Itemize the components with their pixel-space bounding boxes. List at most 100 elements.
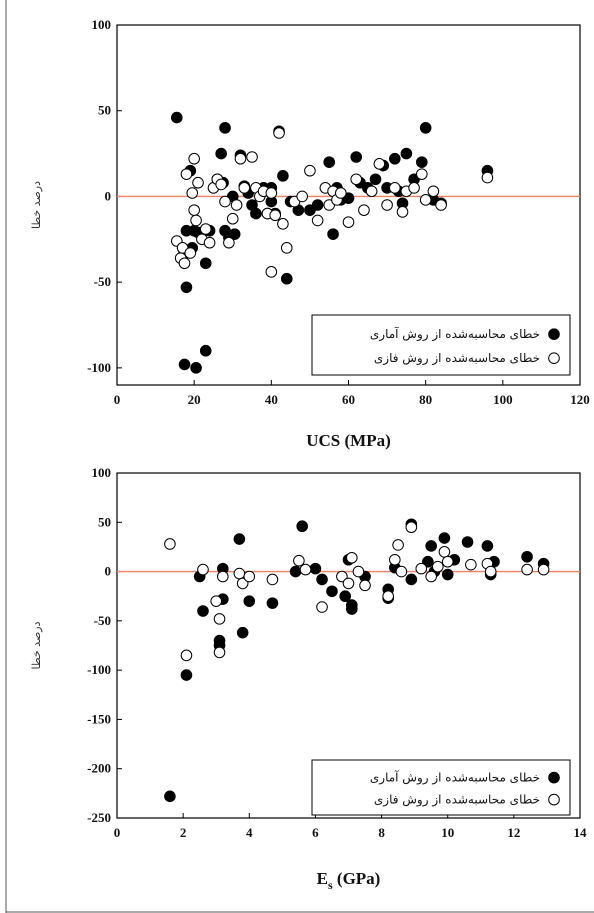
legend-label-fuzzy: خطای محاسبه‌شده از روش فازی	[374, 793, 540, 808]
point-fuzzy	[358, 204, 370, 216]
y-tick-label: -50	[94, 613, 111, 628]
point-fuzzy	[197, 563, 209, 576]
point-statistical	[190, 362, 202, 374]
point-fuzzy	[234, 152, 247, 165]
point-fuzzy	[293, 554, 305, 567]
point-statistical	[228, 228, 241, 240]
point-fuzzy	[186, 187, 199, 199]
point-statistical	[243, 595, 256, 607]
point-fuzzy	[537, 563, 550, 576]
point-fuzzy	[408, 182, 420, 194]
point-fuzzy	[219, 195, 231, 208]
y-tick-label: -100	[87, 662, 111, 677]
point-statistical	[178, 358, 191, 371]
y-tick-label: 100	[92, 17, 112, 32]
y-tick-label: -50	[94, 274, 111, 289]
y-tick-label: 50	[98, 514, 111, 529]
point-statistical	[213, 634, 226, 647]
y-tick-label: -250	[87, 810, 111, 825]
point-fuzzy	[425, 570, 437, 583]
point-statistical	[309, 562, 322, 575]
point-statistical	[199, 257, 212, 270]
point-statistical	[369, 173, 382, 186]
point-fuzzy	[280, 242, 293, 254]
y-tick-label: -150	[87, 711, 111, 726]
point-statistical	[280, 272, 293, 285]
point-fuzzy	[223, 236, 235, 249]
y-tick-label: -100	[87, 360, 111, 375]
x-tick-label: 120	[570, 392, 590, 407]
point-statistical	[236, 626, 249, 639]
point-statistical	[441, 568, 454, 581]
point-statistical	[400, 147, 413, 160]
point-fuzzy	[269, 209, 281, 222]
point-fuzzy	[438, 546, 451, 558]
legend-box	[311, 759, 571, 816]
point-statistical	[316, 573, 328, 586]
point-statistical	[425, 540, 437, 552]
point-statistical	[419, 122, 432, 134]
point-fuzzy	[382, 590, 394, 603]
point-fuzzy	[233, 567, 246, 580]
point-statistical	[461, 536, 474, 548]
point-statistical	[215, 147, 227, 160]
chart-ucs-error: 100 50 0 -50 -100 0 20 40 60 80 100 120 UCS (MPa) درص…	[30, 17, 590, 450]
y-axis-title: درصد خطا	[30, 181, 43, 229]
point-fuzzy	[188, 204, 200, 216]
point-fuzzy	[395, 565, 408, 578]
point-fuzzy	[521, 563, 533, 576]
point-fuzzy	[217, 570, 229, 583]
y-tick-label: 0	[105, 564, 112, 579]
point-fuzzy	[481, 171, 494, 184]
point-fuzzy	[350, 173, 363, 186]
point-fuzzy	[184, 247, 197, 259]
point-fuzzy	[415, 562, 428, 575]
legend-marker-statistical	[548, 771, 560, 784]
point-fuzzy	[352, 565, 365, 578]
point-fuzzy	[246, 151, 258, 163]
point-fuzzy	[427, 185, 440, 198]
x-tick-label: 14	[574, 825, 588, 840]
x-tick-label: 100	[493, 392, 513, 407]
x-tick-label: 0	[114, 825, 121, 840]
point-fuzzy	[336, 570, 348, 583]
point-fuzzy	[316, 601, 328, 613]
legend-marker-statistical	[548, 328, 560, 341]
legend-marker-fuzzy	[548, 793, 560, 806]
point-fuzzy	[199, 223, 212, 235]
point-fuzzy	[266, 573, 279, 586]
point-fuzzy	[416, 168, 428, 180]
x-tick-label: 80	[419, 392, 432, 407]
point-statistical	[289, 565, 302, 578]
point-statistical	[164, 790, 176, 803]
x-tick-label: 2	[180, 825, 187, 840]
y-tick-label: 0	[105, 188, 112, 203]
x-tick-label: 4	[246, 825, 253, 840]
point-fuzzy	[190, 214, 202, 227]
point-fuzzy	[226, 212, 239, 225]
point-fuzzy	[277, 218, 289, 230]
point-statistical	[197, 605, 209, 617]
point-statistical	[233, 533, 246, 545]
point-fuzzy	[180, 168, 193, 180]
point-fuzzy	[419, 194, 432, 206]
point-fuzzy	[180, 649, 193, 662]
point-fuzzy	[265, 266, 278, 278]
point-fuzzy	[346, 551, 358, 564]
x-tick-label: 0	[114, 392, 121, 407]
point-fuzzy	[373, 158, 386, 170]
point-statistical	[326, 585, 338, 598]
legend-marker-fuzzy	[548, 352, 560, 365]
x-tick-label: 8	[378, 825, 385, 840]
point-fuzzy	[431, 560, 444, 573]
point-statistical	[346, 599, 358, 611]
point-statistical	[199, 344, 212, 357]
point-statistical	[171, 111, 183, 124]
point-fuzzy	[365, 185, 378, 198]
point-statistical	[521, 550, 533, 563]
x-axis-title: Es (GPa)	[317, 869, 381, 892]
point-fuzzy	[381, 199, 393, 211]
point-fuzzy	[213, 646, 226, 659]
point-fuzzy	[299, 563, 312, 576]
